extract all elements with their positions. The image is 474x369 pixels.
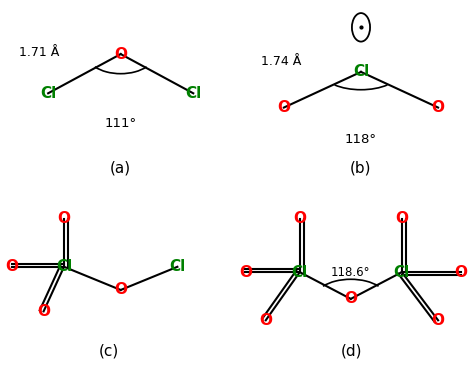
Text: Cl: Cl [394,265,410,280]
Text: O: O [57,211,71,226]
Text: 118°: 118° [345,133,377,146]
Text: O: O [395,211,408,226]
Text: O: O [293,211,306,226]
Text: (c): (c) [99,343,119,358]
Text: Cl: Cl [185,86,201,101]
Text: 111°: 111° [105,117,137,130]
Text: Cl: Cl [353,65,369,79]
Text: O: O [454,265,467,280]
Text: O: O [37,304,50,319]
Text: O: O [114,46,127,62]
Text: O: O [239,265,252,280]
Text: O: O [5,259,18,274]
Text: O: O [114,282,127,297]
Text: O: O [432,100,445,115]
Text: O: O [432,313,445,328]
Text: 1.74 Å: 1.74 Å [261,55,301,68]
Text: O: O [259,313,272,328]
Text: Cl: Cl [292,265,308,280]
Text: 118.6°: 118.6° [331,266,371,279]
Text: Cl: Cl [56,259,72,274]
Text: (a): (a) [110,161,131,176]
Text: O: O [277,100,291,115]
Text: (b): (b) [350,161,372,176]
Text: O: O [344,292,357,306]
Text: 1.71 Å: 1.71 Å [18,46,59,59]
Text: Cl: Cl [40,86,56,101]
Text: Cl: Cl [169,259,185,274]
Text: (d): (d) [341,343,363,358]
